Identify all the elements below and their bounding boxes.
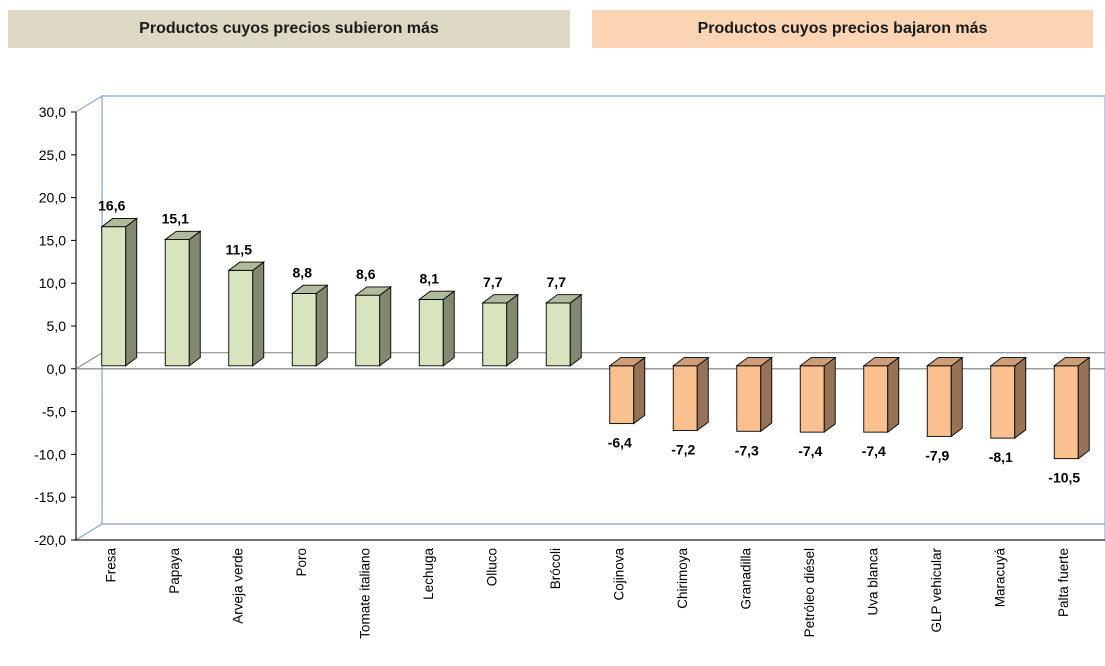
bar-top — [354, 286, 393, 296]
bar-front — [736, 365, 762, 432]
data-label: -7,4 — [862, 443, 886, 459]
x-tick-label: Cojinova — [611, 548, 626, 601]
x-tick-label: Maracuyá — [992, 548, 1007, 608]
bar-top — [544, 294, 583, 304]
bar-front — [990, 365, 1016, 439]
bar-front — [355, 294, 381, 367]
bar-front — [863, 365, 889, 433]
data-label: 15,1 — [162, 211, 189, 227]
bar-top — [735, 357, 774, 367]
header-falling-prices: Productos cuyos precios bajaron más — [592, 10, 1093, 48]
x-tick-label: Arveja verde — [230, 548, 245, 624]
bar-front — [609, 365, 635, 425]
y-tick-label: 5,0 — [47, 318, 67, 334]
bar-top — [163, 230, 202, 240]
bar-side — [252, 261, 265, 367]
data-label: -8,1 — [989, 449, 1013, 465]
y-tick-label: 10,0 — [39, 275, 66, 291]
x-tick-label: Olluco — [484, 548, 499, 586]
bar-top — [227, 261, 266, 271]
bar-side — [1014, 356, 1027, 440]
bar-top — [671, 357, 710, 367]
side-wall — [75, 94, 103, 542]
y-tick-label: 20,0 — [39, 190, 66, 206]
bar-side — [125, 217, 138, 367]
data-label: -7,3 — [735, 442, 759, 458]
bar-front — [101, 226, 127, 367]
data-label: -6,4 — [608, 435, 632, 451]
data-label: 7,7 — [547, 274, 567, 290]
bar-top — [481, 294, 520, 304]
bar-side — [887, 356, 900, 434]
bar-side — [633, 356, 646, 425]
bar-front — [545, 302, 571, 367]
x-tick-label: Fresa — [103, 548, 118, 583]
floor — [73, 523, 1105, 541]
x-tick-label: Brócoli — [548, 548, 563, 589]
bar-top — [608, 357, 647, 367]
bar-side — [506, 293, 519, 367]
x-tick-label: Petróleo diésel — [802, 548, 817, 637]
x-tick-label: Papaya — [167, 548, 182, 594]
bar-side — [188, 230, 201, 367]
bar-front — [164, 239, 190, 367]
x-tick-label: Poro — [294, 548, 309, 577]
y-tick-label: -5,0 — [42, 404, 66, 420]
bar-side — [569, 293, 582, 367]
y-tick-label: 25,0 — [39, 147, 66, 163]
bar-side — [379, 286, 392, 367]
bar-top — [417, 290, 456, 300]
data-label: -10,5 — [1048, 470, 1080, 486]
bar-front — [672, 365, 698, 431]
x-tick-label: Tomate italiano — [357, 548, 372, 639]
y-tick-label: -15,0 — [34, 489, 66, 505]
bar-front — [418, 299, 444, 367]
bar-side — [315, 284, 328, 367]
data-label: -7,4 — [798, 443, 822, 459]
data-label: 8,6 — [356, 266, 376, 282]
bar-side — [950, 356, 963, 438]
bar-top — [862, 357, 901, 367]
y-tick-label: 0,0 — [47, 361, 67, 377]
bar-top — [290, 284, 329, 294]
y-tick-label: -20,0 — [34, 532, 66, 548]
bar-top — [925, 357, 964, 367]
x-tick-label: Granadilla — [738, 548, 753, 610]
bar-side — [442, 290, 455, 367]
x-tick-label: Lechuga — [421, 548, 436, 600]
bar-front — [799, 365, 825, 433]
bar-side — [696, 356, 709, 432]
data-label: 8,1 — [420, 270, 440, 286]
bar-front — [926, 365, 952, 437]
bar-front — [482, 302, 508, 367]
x-tick-label: Chirimoya — [675, 548, 690, 609]
bar-top — [1052, 357, 1091, 367]
data-label: -7,2 — [671, 441, 695, 457]
bar-front — [228, 269, 254, 367]
bar-top — [100, 218, 139, 228]
y-tick-label: 15,0 — [39, 232, 66, 248]
bar-front — [291, 293, 317, 367]
x-tick-label: Palta fuerte — [1056, 548, 1071, 617]
data-label: 8,8 — [293, 264, 313, 280]
x-tick-label: Uva blanca — [865, 548, 880, 616]
zero-line-depth — [75, 352, 103, 370]
data-label: -7,9 — [925, 447, 949, 463]
bar-side — [823, 356, 836, 434]
bar-front — [1053, 365, 1079, 460]
bar-top — [798, 357, 837, 367]
data-label: 11,5 — [226, 241, 253, 257]
y-tick-label: 30,0 — [39, 104, 66, 120]
bar-top — [989, 357, 1028, 367]
bar-side — [1077, 356, 1090, 460]
data-label: 7,7 — [483, 274, 503, 290]
bar-side — [760, 356, 773, 433]
data-label: 16,6 — [98, 198, 125, 214]
x-tick-label: GLP vehicular — [929, 547, 944, 632]
y-tick-label: -10,0 — [34, 446, 66, 462]
header-rising-prices: Productos cuyos precios subieron más — [8, 10, 570, 48]
